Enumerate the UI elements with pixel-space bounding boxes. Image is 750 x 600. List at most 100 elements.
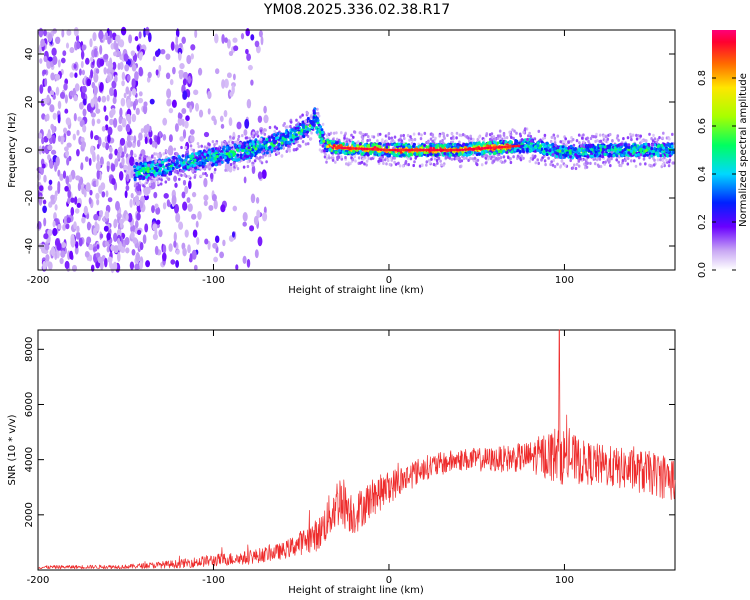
spectrogram-cell	[668, 154, 672, 158]
spectrogram-cell	[54, 204, 58, 211]
spectrogram-cell	[55, 156, 60, 167]
spectrogram-cell	[407, 163, 411, 167]
spectrogram-cell	[83, 98, 87, 106]
spectrogram-cell	[581, 152, 585, 156]
spectrogram-cell	[140, 128, 144, 134]
spectrogram-cell	[421, 163, 424, 167]
spectrogram-cell	[119, 107, 123, 118]
spectrogram-cell	[47, 228, 53, 237]
spectrogram-cell	[120, 246, 126, 254]
spectrogram-cell	[180, 145, 183, 150]
spectrogram-cell	[317, 128, 321, 132]
spectrogram-cell	[130, 101, 134, 107]
spectrogram-cell	[499, 156, 503, 160]
spectrogram-cell	[595, 158, 599, 162]
spectrogram-cell	[88, 254, 93, 262]
spectrogram-cell	[294, 133, 298, 137]
spectrogram-cell	[450, 136, 453, 140]
spectrogram-cell	[43, 217, 47, 227]
spectrogram-cell	[63, 83, 68, 91]
spectrogram-cell	[229, 91, 234, 97]
spectrogram-cell	[151, 140, 156, 148]
spectrogram-cell	[390, 158, 394, 162]
spectrogram-cell	[171, 166, 175, 170]
spectrogram-cell	[419, 137, 423, 141]
spectrogram-cell	[145, 26, 150, 36]
spectrogram-cell	[137, 97, 144, 104]
spectrogram-cell	[130, 149, 134, 157]
spectrogram-cell	[499, 159, 503, 163]
spectrogram-cell	[226, 38, 231, 49]
spectrogram-cell	[48, 179, 53, 185]
spectrogram-cell	[633, 159, 636, 163]
spectrogram-cell	[99, 58, 105, 67]
spectrogram-cell	[135, 173, 139, 177]
spectrogram-cell	[107, 36, 112, 45]
spectrogram-cell	[75, 175, 81, 181]
spectrogram-cell	[220, 204, 226, 213]
spectrogram-cell	[181, 36, 186, 44]
spectrogram-cell	[146, 178, 150, 182]
spectrogram-cell	[133, 135, 137, 143]
spectrogram-cell	[413, 152, 417, 156]
spectrogram-cell	[367, 144, 370, 148]
spectrogram-cell	[90, 145, 95, 155]
spectrogram-cell	[547, 143, 551, 147]
spectrogram-cell	[91, 81, 96, 89]
spectrogram-cell	[51, 47, 57, 56]
spectrogram-cell	[365, 163, 368, 167]
spectrogram-cell	[429, 137, 433, 141]
spectrogram-cell	[166, 98, 172, 107]
spectrogram-cell	[377, 153, 381, 157]
spectrogram-cell	[635, 137, 639, 141]
spectrogram-cell	[457, 153, 461, 157]
spectrogram-cell	[182, 201, 188, 211]
spectrogram-cell	[589, 136, 593, 141]
spectrogram-cell	[320, 137, 324, 141]
spectrogram-cell	[125, 185, 130, 191]
spectrogram-cell	[409, 135, 412, 139]
spectrogram-cell	[104, 257, 108, 268]
spectrogram-cell	[291, 128, 295, 132]
spectrogram-cell	[347, 163, 350, 167]
spectrogram-cell	[251, 140, 255, 144]
spectrogram-cell	[191, 154, 195, 158]
spectrogram-cell	[319, 140, 323, 145]
spectrogram-cell	[423, 143, 426, 147]
spectrogram-cell	[96, 169, 100, 180]
spectrogram-cell	[191, 213, 197, 220]
spectrogram-cell	[204, 238, 209, 245]
spectrogram-cell	[157, 160, 161, 164]
spectrogram-cell	[318, 134, 322, 138]
spectrogram-cell	[86, 78, 92, 87]
spectrogram-cell	[644, 142, 648, 146]
spectrogram-cell	[151, 154, 154, 158]
spectrogram-cell	[325, 156, 329, 161]
spectrogram-cell	[166, 88, 172, 99]
spectrogram-cell	[509, 157, 512, 161]
spectrogram-cell	[81, 69, 86, 76]
spectrogram-cell	[558, 152, 562, 156]
spectrogram-cell	[512, 136, 515, 140]
spectrogram-cell	[272, 133, 276, 137]
spectrogram-cell	[105, 142, 110, 151]
spectrogram-cell	[344, 155, 347, 160]
spectrogram-cell	[197, 67, 203, 76]
spectrogram-cell	[52, 227, 58, 237]
spectrogram-cell	[482, 139, 486, 143]
spectrogram-cell	[63, 146, 69, 152]
spectrogram-cell	[351, 147, 355, 150]
spectrogram-cell	[480, 150, 484, 154]
spectrogram-cell	[41, 163, 46, 169]
spectrogram-cell	[41, 113, 46, 120]
spectrogram-cell	[62, 170, 67, 179]
spectrogram-cell	[103, 53, 109, 60]
spectrogram-cell	[277, 147, 280, 151]
spectrogram-cell	[197, 145, 201, 149]
spectrogram-cell	[378, 132, 382, 136]
spectrogram-cell	[337, 152, 340, 156]
spectrogram-cell	[82, 124, 87, 133]
spectrogram-cell	[93, 85, 98, 96]
spectrogram-cell	[95, 108, 101, 114]
spectrogram-cell	[59, 91, 66, 99]
